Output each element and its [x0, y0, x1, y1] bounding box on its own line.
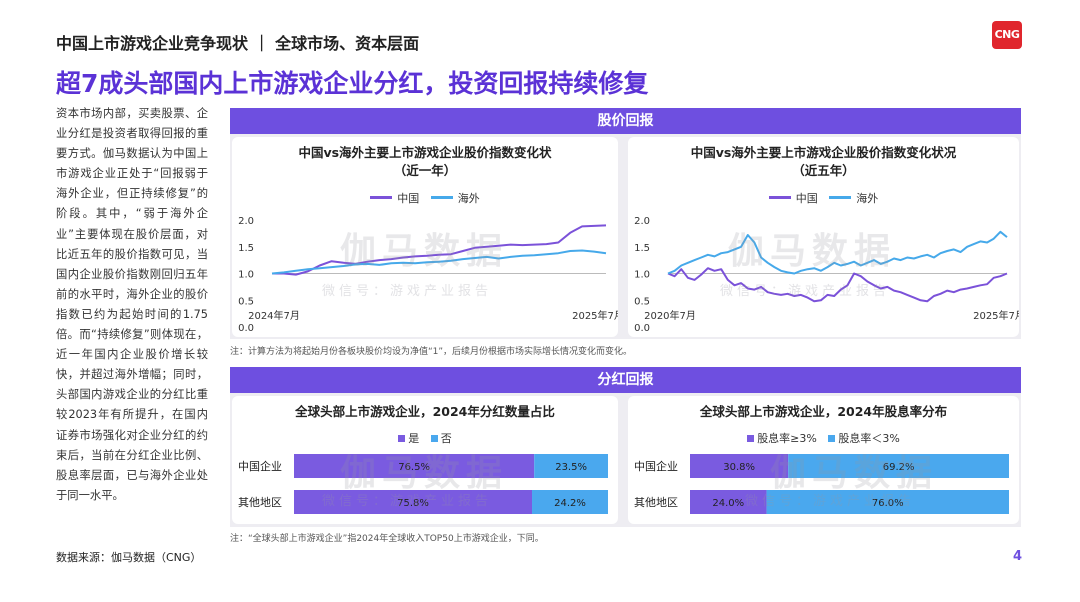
- x-tick-label-end: 2025年7月: [572, 309, 618, 322]
- y-tick-label: 2.0: [634, 216, 650, 227]
- legend-swatch-yes: [398, 434, 406, 442]
- bar-panel-dividend-yield: 全球头部上市游戏企业，2024年股息率分布 股息率≥3% 股息率＜3% 中国企业…: [628, 396, 1019, 524]
- legend-1y: 中国 海外: [232, 189, 618, 206]
- bar-data-label: 76.0%: [872, 498, 904, 509]
- category-label: 中国企业: [238, 459, 282, 473]
- bar-data-label: 24.0%: [712, 498, 744, 509]
- chart-title-1y-line2: （近一年）: [393, 163, 457, 178]
- bar-segment: [690, 490, 767, 514]
- dividend-note: 注：“全球头部上市游戏企业”指2024年全球收入TOP50上市游戏企业，下同。: [230, 534, 544, 544]
- chart-panel-5y: 中国vs海外主要上市游戏企业股价指数变化状况 （近五年） 中国 海外 0.0 0.…: [628, 137, 1019, 337]
- legend-item-overseas: 海外: [829, 190, 878, 206]
- cng-logo: CNG: [992, 21, 1022, 49]
- legend-item-china: 中国: [768, 190, 818, 206]
- legend-label-yield-low: 股息率＜3%: [838, 432, 900, 445]
- breadcrumb: 中国上市游戏企业竞争现状 ｜ 全球市场、资本层面: [56, 34, 420, 53]
- intro-text: 资本市场内部，买卖股票、企业分红是投资者取得回报的重要方式。伽马数据认为中国上市…: [56, 107, 208, 502]
- series-line-overseas: [271, 249, 607, 275]
- chart-title-5y-line1: 中国vs海外主要上市游戏企业股价指数变化状况: [690, 145, 957, 160]
- series-line-china: [667, 267, 1008, 303]
- legend-swatch-china: [370, 196, 393, 199]
- legend-item-overseas: 海外: [430, 190, 480, 206]
- legend-swatch-no: [430, 434, 438, 442]
- bar-segment: [294, 490, 533, 514]
- x-tick-label-start: 2024年7月: [248, 309, 300, 322]
- bar-title-dividend-yield: 全球头部上市游戏企业，2024年股息率分布: [699, 404, 948, 419]
- legend-label-no: 否: [440, 432, 452, 445]
- legend-dividend-count: 是 否: [232, 430, 618, 446]
- category-label: 其他地区: [238, 496, 282, 509]
- page-title: 超7成头部国内上市游戏企业分红，投资回报持续修复: [56, 69, 649, 98]
- y-tick-label: 1.0: [238, 270, 254, 281]
- bar-segment: [788, 454, 1009, 478]
- legend-label-yes: 是: [408, 432, 420, 445]
- bar-panel-dividend-count: 全球头部上市游戏企业，2024年分红数量占比 是 否 中国企业 76.5% 23.5…: [232, 396, 618, 524]
- legend-label-overseas: 海外: [457, 191, 480, 205]
- legend-swatch-overseas: [829, 196, 852, 199]
- legend-label-yield-high: 股息率≥3%: [757, 432, 817, 445]
- bar-segment: [690, 454, 789, 478]
- legend-swatch-yield-high: [747, 434, 755, 442]
- legend-label-china: 中国: [795, 191, 818, 205]
- bar-data-label: 23.5%: [555, 462, 587, 473]
- legend-item-yield-high: 股息率≥3%: [747, 430, 817, 446]
- y-tick-label: 1.0: [634, 270, 650, 281]
- series-line-overseas: [667, 230, 1008, 275]
- data-source: 数据来源：伽马数据（CNG）: [56, 551, 202, 564]
- stock-note: 注：计算方法为将起始月份各板块股价均设为净值“1”，后续月份根据市场实际增长情况…: [230, 347, 633, 357]
- category-label: 中国企业: [634, 459, 678, 473]
- bar-data-label: 75.8%: [397, 498, 429, 509]
- line-chart-5y: 0.0 0.5 1.0 1.5 2.0 2020年7月 2025年7月: [634, 216, 1019, 334]
- legend-item-no: 否: [430, 430, 452, 446]
- legend-swatch-overseas: [430, 196, 453, 199]
- bar-segment: [534, 454, 608, 478]
- y-tick-label: 0.0: [238, 323, 254, 334]
- chart-panel-1y: 中国vs海外主要上市游戏企业股价指数变化状 （近一年） 中国 海外 0.0 0.5…: [232, 137, 618, 337]
- legend-swatch-yield-low: [828, 434, 836, 442]
- y-tick-label: 1.5: [634, 243, 650, 254]
- legend-label-overseas: 海外: [856, 191, 879, 205]
- legend-dividend-yield: 股息率≥3% 股息率＜3%: [628, 430, 1019, 446]
- y-tick-label: 0.5: [634, 296, 650, 307]
- chart-title-5y-line2: （近五年）: [792, 163, 855, 178]
- series-line-china: [272, 224, 607, 276]
- legend-5y: 中国 海外: [628, 189, 1019, 206]
- bar-segment: [766, 490, 1009, 514]
- bar-data-label: 30.8%: [723, 462, 755, 473]
- bar-title-dividend-count: 全球头部上市游戏企业，2024年分红数量占比: [295, 404, 555, 419]
- page-number: 4: [1013, 549, 1023, 564]
- bar-data-label: 69.2%: [883, 462, 915, 473]
- y-tick-label: 2.0: [238, 216, 254, 227]
- bar-chart-dividend-yield: 中国企业 30.8% 69.2% 其他地区 24.0% 76.0%: [634, 454, 1009, 514]
- bar-segment: [294, 454, 535, 478]
- section-band-stock: 股价回报: [230, 108, 1021, 134]
- legend-item-yield-low: 股息率＜3%: [828, 430, 900, 446]
- legend-swatch-china: [768, 196, 791, 199]
- x-tick-label-end: 2025年7月: [973, 309, 1019, 322]
- legend-item-china: 中国: [370, 190, 419, 206]
- category-label: 其他地区: [634, 496, 678, 509]
- bar-data-label: 24.2%: [554, 498, 586, 509]
- x-tick-label-start: 2020年7月: [644, 309, 696, 322]
- legend-label-china: 中国: [397, 191, 420, 205]
- bar-chart-dividend-count: 中国企业 76.5% 23.5% 其他地区 75.8% 24.2%: [238, 454, 608, 514]
- legend-item-yes: 是: [398, 430, 419, 446]
- bar-segment: [532, 490, 608, 514]
- y-tick-label: 1.5: [238, 243, 254, 254]
- y-tick-label: 0.0: [634, 323, 650, 334]
- section-band-dividend: 分红回报: [230, 367, 1021, 393]
- line-chart-1y: 0.0 0.5 1.0 1.5 2.0 2024年7月 2025年7月: [238, 216, 618, 334]
- chart-title-1y-line1: 中国vs海外主要上市游戏企业股价指数变化状: [298, 145, 552, 160]
- y-tick-label: 0.5: [238, 296, 254, 307]
- bar-data-label: 76.5%: [398, 462, 430, 473]
